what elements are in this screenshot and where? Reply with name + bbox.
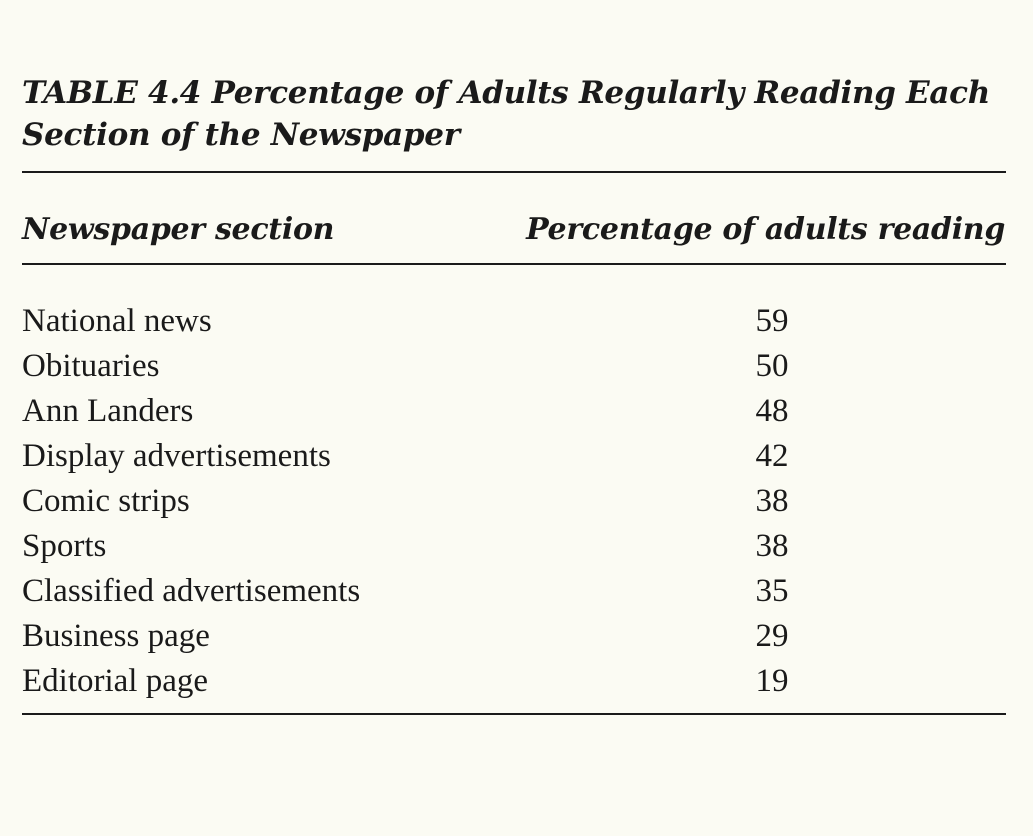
percentage-cell: 48 bbox=[755, 393, 789, 429]
column-header-percentage: Percentage of adults reading bbox=[526, 212, 1005, 247]
table-body: National news 59 Obituaries 50 Ann Lande… bbox=[22, 299, 1006, 704]
table-row: Obituaries 50 bbox=[22, 344, 1006, 389]
section-cell: Ann Landers bbox=[22, 393, 194, 429]
percentage-cell: 59 bbox=[755, 303, 789, 339]
section-cell: Business page bbox=[22, 618, 210, 654]
section-cell: National news bbox=[22, 303, 212, 339]
header-rule bbox=[22, 263, 1006, 265]
table-row: Editorial page 19 bbox=[22, 659, 1006, 704]
top-rule bbox=[22, 171, 1006, 173]
percentage-cell: 19 bbox=[755, 663, 789, 699]
column-header-section: Newspaper section bbox=[22, 212, 335, 247]
bottom-rule bbox=[22, 713, 1006, 715]
table-row: Classified advertisements 35 bbox=[22, 569, 1006, 614]
section-cell: Comic strips bbox=[22, 483, 190, 519]
table-row: Display advertisements 42 bbox=[22, 434, 1006, 479]
section-cell: Display advertisements bbox=[22, 438, 331, 474]
percentage-cell: 42 bbox=[755, 438, 789, 474]
percentage-cell: 50 bbox=[755, 348, 789, 384]
percentage-cell: 38 bbox=[755, 528, 789, 564]
percentage-cell: 35 bbox=[755, 573, 789, 609]
table-row: Ann Landers 48 bbox=[22, 389, 1006, 434]
section-cell: Editorial page bbox=[22, 663, 209, 699]
table-title-line-2: Section of the Newspaper bbox=[22, 117, 460, 153]
table-row: Sports 38 bbox=[22, 524, 1006, 569]
section-cell: Obituaries bbox=[22, 348, 160, 384]
section-cell: Sports bbox=[22, 528, 107, 564]
percentage-cell: 38 bbox=[755, 483, 789, 519]
table-title: TABLE 4.4 Percentage of Adults Regularly… bbox=[22, 72, 1012, 156]
table-row: National news 59 bbox=[22, 299, 1006, 344]
table-title-line-1: TABLE 4.4 Percentage of Adults Regularly… bbox=[22, 75, 990, 111]
section-cell: Classified advertisements bbox=[22, 573, 361, 609]
table-row: Comic strips 38 bbox=[22, 479, 1006, 524]
table-row: Business page 29 bbox=[22, 614, 1006, 659]
percentage-cell: 29 bbox=[755, 618, 789, 654]
